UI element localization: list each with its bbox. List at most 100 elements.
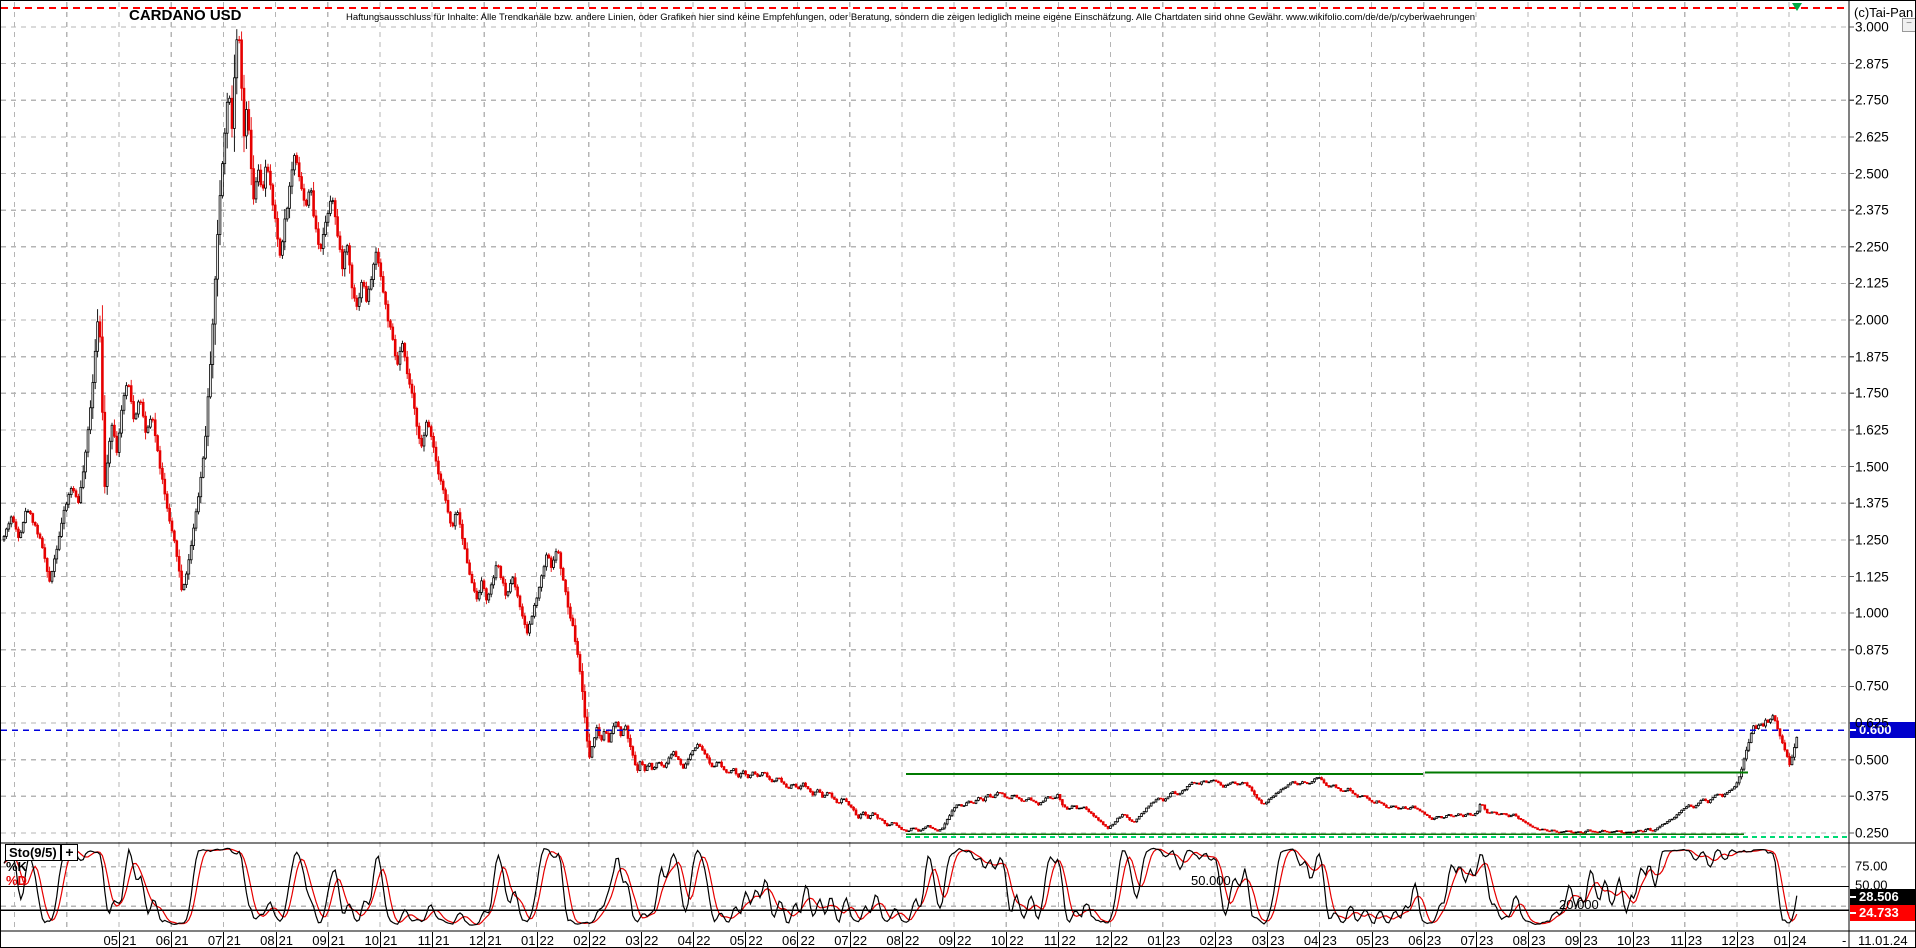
price-axis-label: 2.375 — [1855, 202, 1889, 218]
year-label: 22 — [800, 933, 815, 948]
x-axis-tick — [1632, 932, 1634, 947]
sto-inline-label-20: 20.000 — [1559, 897, 1599, 912]
collapse-panel-button[interactable]: − — [1902, 18, 1915, 32]
x-axis-tick — [693, 932, 695, 947]
x-axis-tick — [119, 932, 120, 947]
current-price-badge: 0.600 — [1850, 722, 1915, 738]
axis-tick-icon — [1850, 912, 1856, 914]
x-axis-tick — [1110, 932, 1112, 947]
year-label: 23 — [1426, 933, 1442, 948]
year-label: 23 — [1165, 933, 1181, 948]
year-label: 23 — [1739, 933, 1755, 948]
year-label: 23 — [1217, 933, 1233, 948]
axis-tick-icon — [1850, 729, 1856, 731]
month-label: 01 — [1147, 933, 1162, 948]
year-label: 21 — [122, 933, 137, 948]
price-axis-label: 0.375 — [1855, 788, 1889, 804]
price-axis-label: 2.625 — [1855, 129, 1889, 145]
x-axis-tick — [588, 932, 590, 947]
month-label: 04 — [1303, 933, 1319, 948]
month-label: 11 — [417, 933, 432, 948]
x-axis-tick — [1162, 932, 1164, 947]
indicator-d-legend: %D — [6, 873, 27, 888]
year-label: 22 — [748, 933, 763, 948]
year-label: 21 — [330, 933, 346, 948]
x-axis-tick — [171, 932, 173, 947]
year-label: 21 — [174, 933, 189, 948]
year-label: 21 — [487, 933, 502, 948]
x-axis-tick — [1580, 932, 1582, 947]
month-label: 06 — [782, 933, 797, 948]
price-axis-label: 3.000 — [1855, 19, 1889, 35]
month-label: 03 — [625, 933, 640, 948]
x-axis-tick — [1214, 932, 1216, 947]
x-axis-tick — [275, 932, 277, 947]
month-label: 07 — [834, 933, 849, 948]
price-axis-label: 0.625 — [1855, 715, 1889, 731]
year-label: 23 — [1583, 933, 1598, 948]
x-axis-tick — [1789, 932, 1791, 947]
x-axis-tick — [901, 932, 903, 947]
sto-d-value-badge: 24.733 — [1850, 905, 1915, 921]
month-label: 08 — [1512, 933, 1528, 948]
x-axis-tick — [640, 932, 642, 947]
year-label: 22 — [852, 933, 868, 948]
month-label: 10 — [990, 933, 1006, 948]
month-label: 11 — [1043, 933, 1058, 948]
year-label: 24 — [1792, 933, 1807, 948]
month-label: 05 — [729, 933, 745, 948]
x-axis-tick — [849, 932, 851, 947]
top-line-marker-icon — [1792, 3, 1802, 11]
price-axis-label: 1.875 — [1855, 349, 1889, 365]
x-axis-tick — [1684, 932, 1686, 947]
month-label: 02 — [573, 933, 588, 948]
year-label: 22 — [539, 933, 554, 948]
x-axis-tick — [1423, 932, 1425, 947]
month-label: 06 — [155, 933, 171, 948]
month-label: 03 — [1251, 933, 1267, 948]
month-label: 08 — [886, 933, 901, 948]
year-label: 23 — [1687, 933, 1703, 948]
month-label: 08 — [260, 933, 275, 948]
price-axis-label: 2.875 — [1855, 56, 1889, 72]
month-label: 05 — [1356, 933, 1371, 948]
year-label: 22 — [591, 933, 607, 948]
year-label: 21 — [382, 933, 398, 948]
year-label: 22 — [904, 933, 920, 948]
month-label: 09 — [312, 933, 327, 948]
price-axis-label: 0.875 — [1855, 642, 1889, 658]
x-axis-tick — [536, 932, 538, 947]
sto-k-line — [3, 847, 1798, 926]
x-axis-tick — [1475, 932, 1477, 947]
month-label: 09 — [1564, 933, 1580, 948]
sto-d-line — [3, 848, 1798, 926]
x-axis-tick — [1528, 932, 1530, 947]
x-axis-tick — [1058, 932, 1060, 947]
copyright-label: (c)Tai-Pan — [1854, 5, 1914, 20]
x-axis-tick — [1006, 932, 1008, 947]
x-axis-tick — [432, 932, 434, 947]
price-axis-label: 2.250 — [1855, 239, 1889, 255]
year-label: 21 — [278, 933, 294, 948]
year-label: 23 — [1531, 933, 1546, 948]
x-axis-tick — [1319, 932, 1321, 947]
month-label: 04 — [677, 933, 693, 948]
x-axis-tick — [327, 932, 329, 947]
sto-k-value-badge: 28.506 — [1850, 889, 1915, 905]
month-label: 07 — [1460, 933, 1475, 948]
year-label: 23 — [1322, 933, 1337, 948]
year-label: 23 — [1478, 933, 1494, 948]
price-axis-label: 1.750 — [1855, 385, 1889, 401]
price-axis-label: 1.125 — [1855, 569, 1889, 584]
x-axis-tick — [484, 932, 486, 947]
month-label: 06 — [1408, 933, 1423, 948]
indicator-name-badge[interactable]: Sto(9/5) — [5, 844, 61, 861]
year-label: 21 — [435, 933, 450, 948]
month-label: 02 — [1199, 933, 1214, 948]
indicator-add-button[interactable]: + — [61, 844, 78, 861]
month-label: 12 — [1721, 933, 1736, 948]
x-axis-tick — [379, 932, 381, 947]
month-label: 09 — [938, 933, 954, 948]
month-label: 05 — [103, 933, 118, 948]
